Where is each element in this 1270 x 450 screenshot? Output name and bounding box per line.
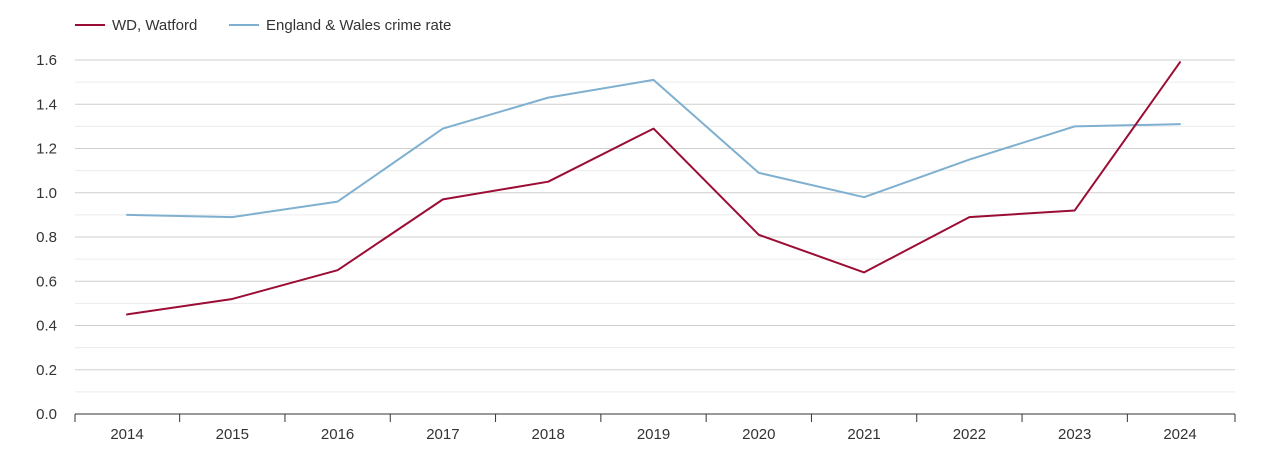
series-group bbox=[126, 61, 1181, 316]
y-tick-label: 1.4 bbox=[36, 96, 57, 113]
y-tick-label: 0.2 bbox=[36, 362, 57, 379]
x-tick-label: 2014 bbox=[110, 426, 143, 443]
legend-label: WD, Watford bbox=[112, 17, 197, 34]
series-line-wd-watford bbox=[126, 61, 1181, 316]
x-tick-label: 2019 bbox=[637, 426, 670, 443]
y-tick-label: 0.0 bbox=[36, 406, 57, 423]
y-tick-label: 1.2 bbox=[36, 141, 57, 158]
legend-label: England & Wales crime rate bbox=[266, 17, 451, 34]
y-tick-label: 1.0 bbox=[36, 185, 57, 202]
y-axis: 0.0 0.2 0.4 0.6 0.8 1.0 1.2 1.4 1.6 bbox=[36, 52, 57, 423]
y-tick-label: 0.8 bbox=[36, 229, 57, 246]
x-tick-label: 2017 bbox=[426, 426, 459, 443]
x-tick-label: 2020 bbox=[742, 426, 775, 443]
y-tick-label: 0.4 bbox=[36, 318, 57, 335]
y-tick-label: 0.6 bbox=[36, 273, 57, 290]
x-tick-label: 2016 bbox=[321, 426, 354, 443]
x-tick-label: 2022 bbox=[953, 426, 986, 443]
x-tick-label: 2021 bbox=[847, 426, 880, 443]
x-tick-label: 2018 bbox=[532, 426, 565, 443]
y-tick-label: 1.6 bbox=[36, 52, 57, 69]
series-line-england-wales bbox=[126, 78, 1181, 219]
x-tick-label: 2015 bbox=[216, 426, 249, 443]
x-tick-label: 2024 bbox=[1163, 426, 1196, 443]
grid-lines bbox=[75, 59, 1235, 393]
x-axis: 2014 2015 2016 2017 2018 2019 2020 2021 2022 2023… bbox=[74, 413, 1236, 443]
x-tick-label: 2023 bbox=[1058, 426, 1091, 443]
legend: WD, Watford England & Wales crime rate bbox=[75, 17, 451, 34]
